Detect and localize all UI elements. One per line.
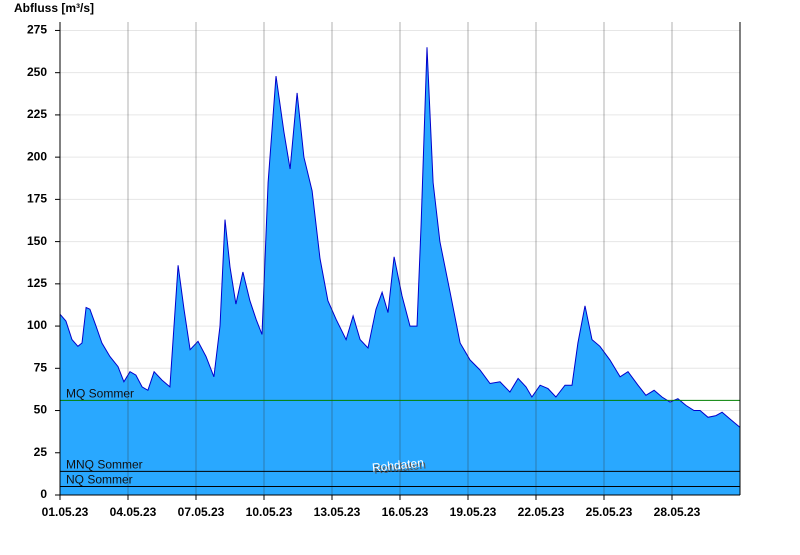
y-tick-label: 50 bbox=[34, 403, 48, 417]
x-tick-label: 19.05.23 bbox=[450, 505, 497, 519]
y-axis-label: Abfluss [m³/s] bbox=[14, 1, 94, 15]
x-tick-label: 22.05.23 bbox=[518, 505, 565, 519]
y-tick-label: 275 bbox=[27, 23, 47, 37]
y-tick-label: 250 bbox=[27, 65, 47, 79]
x-tick-label: 13.05.23 bbox=[314, 505, 361, 519]
reference-label: NQ Sommer bbox=[66, 473, 133, 487]
x-tick-label: 04.05.23 bbox=[110, 505, 157, 519]
y-tick-label: 75 bbox=[34, 360, 48, 374]
area bbox=[60, 47, 740, 496]
y-tick-label: 125 bbox=[27, 276, 47, 290]
x-tick-label: 16.05.23 bbox=[382, 505, 429, 519]
reference-label: MQ Sommer bbox=[66, 387, 134, 401]
x-tick-label: 10.05.23 bbox=[246, 505, 293, 519]
y-tick-label: 175 bbox=[27, 192, 47, 206]
y-tick-label: 150 bbox=[27, 234, 47, 248]
x-tick-label: 07.05.23 bbox=[178, 505, 225, 519]
y-tick-label: 200 bbox=[27, 149, 47, 163]
watermark-shadow: Rohdaten bbox=[373, 457, 426, 476]
line bbox=[59, 47, 741, 428]
reference-label: MNQ Sommer bbox=[66, 458, 143, 472]
y-tick-label: 25 bbox=[34, 445, 48, 459]
y-tick-label: 100 bbox=[27, 318, 47, 332]
x-tick-label: 28.05.23 bbox=[654, 505, 701, 519]
x-tick-label: 01.05.23 bbox=[42, 505, 89, 519]
y-tick-label: 225 bbox=[27, 107, 47, 121]
watermark: Rohdaten bbox=[371, 455, 424, 474]
y-tick-label: 0 bbox=[40, 487, 47, 501]
x-tick-label: 25.05.23 bbox=[586, 505, 633, 519]
